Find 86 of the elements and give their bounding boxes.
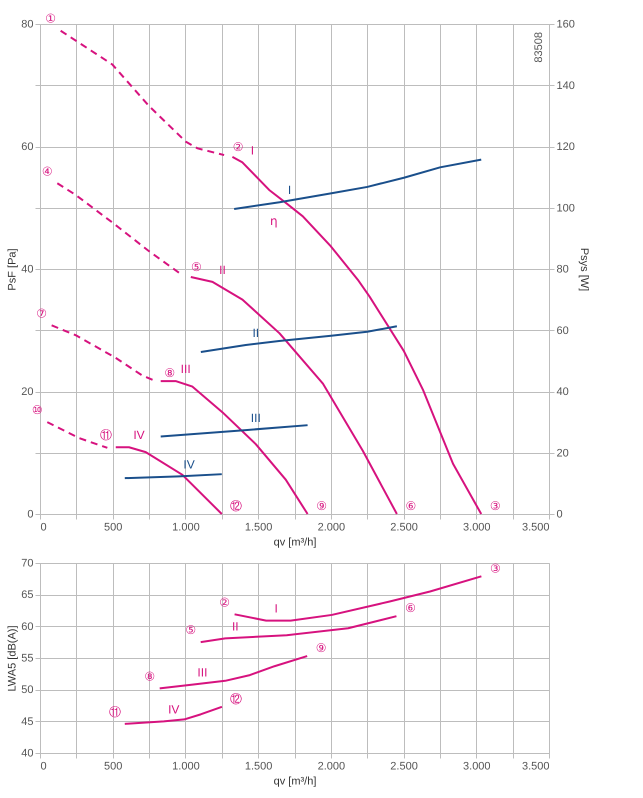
annotation: ⑧: [144, 669, 156, 684]
y2-tick-label: 120: [556, 141, 575, 153]
annotation: ②: [219, 595, 230, 610]
annotation: ⑥: [406, 499, 416, 513]
annotation: ④: [42, 164, 53, 178]
y-axis-title: LWA5 [dB(A)]: [6, 625, 18, 692]
y-tick-label: 20: [21, 386, 34, 398]
annotation: ⑪: [108, 704, 121, 719]
y2-tick-label: 40: [556, 386, 569, 398]
y2-tick-label: 0: [556, 508, 563, 520]
annotation: ⑤: [185, 623, 196, 638]
annotation: ③: [490, 561, 501, 576]
x-tick-label: 3.500: [522, 760, 550, 772]
x-tick-label: 3.000: [463, 522, 491, 534]
line-series: [114, 446, 223, 515]
line-series: [160, 380, 309, 515]
series-label: II: [219, 262, 226, 277]
x-tick-label: 2.000: [318, 760, 346, 772]
y-tick-label: 80: [21, 18, 34, 30]
x-tick-label: 1.000: [172, 522, 200, 534]
series-label: II: [252, 326, 260, 340]
series-label: I: [288, 183, 292, 198]
line-series: [200, 615, 398, 644]
annotation: ⑫: [230, 692, 242, 706]
y2-tick-label: 80: [556, 264, 569, 276]
annotation: ⑨: [316, 499, 327, 513]
y-tick-label: 0: [27, 508, 34, 520]
annotation: η: [270, 214, 278, 228]
series-label: IV: [133, 428, 145, 442]
annotation: ⑥: [405, 601, 416, 616]
x-tick-label: 3.500: [522, 522, 550, 534]
x-tick-label: 2.000: [318, 522, 346, 534]
annotation: ⑤: [190, 260, 202, 274]
x-tick-label: 3.000: [463, 760, 491, 772]
y2-tick-label: 140: [556, 80, 575, 92]
x-axis-title: qv [m³/h]: [274, 536, 316, 548]
series-label: II: [232, 619, 239, 634]
series-label: IV: [183, 457, 195, 472]
y-tick-label: 60: [21, 620, 34, 633]
annotation: 83508: [533, 32, 545, 63]
line-series: [234, 575, 482, 622]
line-series: [158, 655, 308, 690]
x-tick-label: 0: [40, 760, 47, 772]
y-tick-label: 50: [21, 684, 34, 696]
x-tick-label: 1.000: [172, 760, 200, 772]
x-tick-label: 1.500: [244, 760, 272, 772]
y-tick-label: 45: [21, 716, 34, 728]
series-label: III: [180, 362, 191, 376]
annotation: ①: [45, 12, 56, 26]
line-series: [200, 325, 398, 353]
series-label: III: [197, 666, 208, 680]
line-series: [231, 156, 482, 515]
series-label: III: [250, 411, 261, 426]
y2-axis-title: Psys [W]: [578, 248, 590, 292]
x-tick-label: 0: [40, 522, 47, 534]
x-tick-label: 1.500: [244, 522, 272, 534]
y-axis-title: PsF [Pa]: [6, 248, 18, 291]
line-series: [60, 30, 226, 156]
annotation: ②: [232, 140, 244, 154]
y-tick-label: 65: [21, 589, 34, 602]
x-tick-label: 2.500: [390, 522, 418, 534]
y-tick-label: 55: [21, 652, 34, 664]
series-label: I: [274, 602, 278, 616]
x-axis-title: qv [m³/h]: [274, 776, 316, 788]
annotation: ⑩: [32, 403, 43, 418]
line-series: [124, 706, 223, 725]
annotation: ⑦: [36, 306, 48, 320]
y2-tick-label: 60: [556, 324, 569, 337]
annotation: ③: [490, 499, 501, 513]
y2-tick-label: 100: [556, 202, 575, 214]
x-tick-label: 500: [104, 760, 122, 772]
y-tick-label: 40: [21, 748, 34, 760]
y-tick-label: 60: [21, 141, 34, 153]
series-label: I: [250, 143, 254, 158]
annotation: ⑪: [100, 428, 112, 442]
annotation: ⑫: [230, 499, 242, 513]
y2-tick-label: 160: [556, 18, 575, 30]
series-label: IV: [168, 702, 180, 716]
x-tick-label: 500: [104, 522, 122, 534]
y-tick-label: 70: [21, 558, 34, 570]
annotation: ⑧: [164, 366, 176, 380]
line-series: [233, 158, 482, 210]
y2-tick-label: 20: [556, 447, 569, 460]
annotation: ⑨: [316, 641, 327, 656]
y-tick-label: 40: [21, 264, 34, 276]
x-tick-label: 2.500: [390, 760, 418, 772]
